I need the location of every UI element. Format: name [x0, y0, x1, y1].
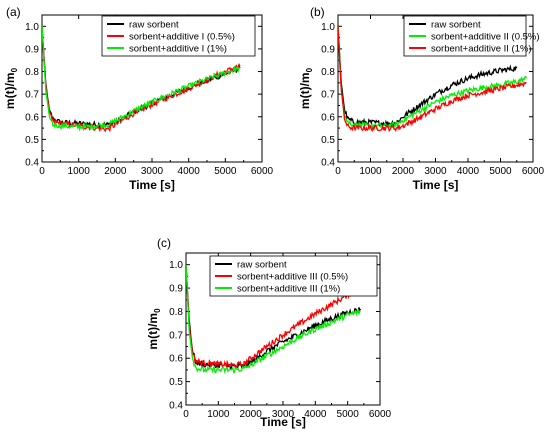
panel-1: 0 1000 2000 3000 4000 5000 6000 0.4 0.5 0.6 0.7 0.8… [298, 5, 545, 192]
series-line-2 [186, 264, 361, 375]
legend-entry: sorbent+additive III (0.5%) [237, 272, 348, 283]
x-tick-label: 3000 [141, 166, 164, 177]
y-axis-title: m(t)/m0 [298, 67, 314, 109]
legend-entry: raw sorbent [129, 20, 179, 31]
y-tick-label: 0.9 [169, 284, 183, 295]
y-tick-label: 0.7 [25, 90, 39, 101]
series-line-1 [186, 265, 365, 370]
y-tick-label: 0.5 [169, 377, 183, 388]
y-tick-label: 1.0 [25, 22, 39, 33]
x-tick-label: 3000 [272, 409, 295, 420]
y-tick-label: 0.4 [25, 158, 39, 169]
x-tick-label: 4000 [178, 166, 201, 177]
x-tick-label: 0 [335, 166, 341, 177]
y-tick-label: 0.8 [25, 67, 39, 78]
panel-0: 0 1000 2000 3000 4000 5000 6000 0.4 0.5 0.6 0.7 0.8… [3, 5, 274, 192]
x-tick-label: 5000 [337, 409, 360, 420]
series-line-2 [338, 26, 527, 133]
y-tick-label: 0.7 [321, 90, 335, 101]
x-tick-label: 5000 [489, 166, 512, 177]
legend-entry: sorbent+additive I (0.5%) [129, 32, 235, 43]
legend-entry: sorbent+additive II (1%) [431, 44, 532, 55]
legend-entry: raw sorbent [237, 260, 287, 271]
x-axis-title: Time [s] [413, 178, 459, 192]
x-tick-label: 3000 [424, 166, 447, 177]
x-tick-label: 5000 [214, 166, 237, 177]
y-tick-label: 1.0 [321, 22, 335, 33]
y-tick-label: 0.9 [25, 44, 39, 55]
y-axis-title-subscript: 0 [153, 308, 162, 313]
legend-box [101, 15, 256, 57]
panel-label: (a) [6, 5, 21, 19]
legend-entry: sorbent+additive III (1%) [237, 284, 340, 295]
x-tick-label: 1000 [68, 166, 91, 177]
y-tick-label: 0.4 [321, 158, 335, 169]
y-tick-label: 0.5 [321, 135, 335, 146]
x-tick-label: 4000 [457, 166, 480, 177]
legend-entry: sorbent+additive I (1%) [129, 44, 227, 55]
panel-label: (b) [310, 5, 325, 19]
x-tick-label: 2000 [104, 166, 127, 177]
x-tick-label: 6000 [369, 409, 392, 420]
y-axis-title: m(t)/m0 [146, 308, 162, 350]
legend-entry: sorbent+additive II (0.5%) [431, 32, 540, 43]
y-axis-title-subscript: 0 [305, 67, 314, 72]
x-tick-label: 6000 [522, 166, 545, 177]
x-tick-label: 1000 [359, 166, 382, 177]
x-tick-label: 0 [39, 166, 45, 177]
y-tick-label: 0.7 [169, 330, 183, 341]
series-line-0 [42, 25, 241, 130]
legend-box [209, 255, 378, 297]
y-axis-title-main: m(t)/m [3, 72, 17, 109]
panel-label: (c) [157, 236, 171, 250]
x-axis-title: Time [s] [260, 415, 306, 429]
x-tick-label: 6000 [251, 166, 274, 177]
y-tick-label: 0.6 [169, 354, 183, 365]
y-tick-label: 0.6 [321, 112, 335, 123]
y-tick-label: 0.4 [169, 401, 183, 412]
y-tick-label: 0.9 [321, 44, 335, 55]
y-tick-label: 0.8 [169, 307, 183, 318]
x-tick-label: 2000 [392, 166, 415, 177]
x-tick-label: 4000 [304, 409, 327, 420]
y-axis-title-main: m(t)/m [146, 313, 160, 350]
panel-2: 0 1000 2000 3000 4000 5000 6000 0.4 0.5 0.6 0.7 0.8… [146, 236, 392, 429]
y-axis-title: m(t)/m0 [3, 67, 19, 109]
y-tick-label: 1.0 [169, 260, 183, 271]
series-line-2 [42, 25, 241, 132]
legend-entry: raw sorbent [431, 20, 481, 31]
y-axis-title-subscript: 0 [10, 67, 19, 72]
x-tick-label: 2000 [240, 409, 263, 420]
y-tick-label: 0.5 [25, 135, 39, 146]
y-tick-label: 0.8 [321, 67, 335, 78]
x-tick-label: 0 [183, 409, 189, 420]
x-axis-title: Time [s] [129, 178, 175, 192]
y-axis-title-main: m(t)/m [298, 72, 312, 109]
y-tick-label: 0.6 [25, 112, 39, 123]
x-tick-label: 1000 [207, 409, 230, 420]
